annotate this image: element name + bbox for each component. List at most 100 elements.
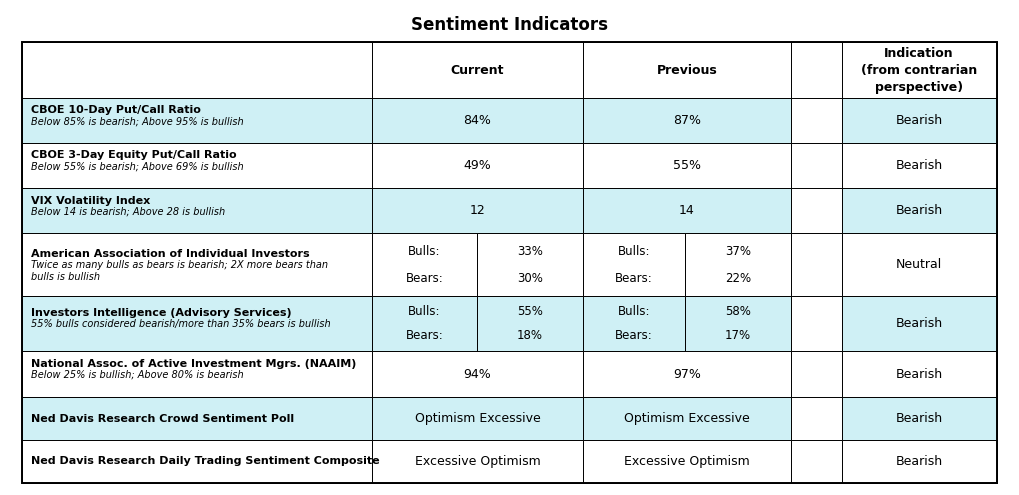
Bar bbox=[372, 296, 477, 351]
Bar bbox=[22, 397, 372, 440]
Text: Optimism Excessive: Optimism Excessive bbox=[624, 412, 750, 425]
Text: Bears:: Bears: bbox=[614, 272, 653, 285]
Bar bbox=[791, 234, 842, 296]
Bar bbox=[372, 144, 583, 189]
Text: 30%: 30% bbox=[517, 272, 543, 285]
Bar bbox=[22, 189, 372, 234]
Text: Previous: Previous bbox=[656, 64, 717, 77]
Text: 33%: 33% bbox=[517, 245, 543, 257]
Bar bbox=[372, 440, 583, 483]
Text: 97%: 97% bbox=[673, 368, 701, 381]
Text: Below 25% is bullish; Above 80% is bearish: Below 25% is bullish; Above 80% is beari… bbox=[31, 370, 244, 380]
Bar bbox=[791, 296, 842, 351]
Text: Excessive Optimism: Excessive Optimism bbox=[415, 455, 540, 468]
Text: Bulls:: Bulls: bbox=[409, 245, 440, 257]
Text: 58%: 58% bbox=[725, 305, 751, 318]
Text: Current: Current bbox=[450, 64, 504, 77]
Bar bbox=[842, 189, 997, 234]
Bar bbox=[583, 351, 791, 397]
Text: Bears:: Bears: bbox=[406, 329, 443, 342]
Text: Bulls:: Bulls: bbox=[618, 305, 650, 318]
Text: Bearish: Bearish bbox=[896, 204, 943, 217]
Text: Sentiment Indicators: Sentiment Indicators bbox=[411, 16, 608, 34]
Bar bbox=[22, 351, 372, 397]
Text: Bears:: Bears: bbox=[406, 272, 443, 285]
Text: 87%: 87% bbox=[673, 114, 701, 127]
Bar bbox=[583, 42, 791, 99]
Bar bbox=[791, 99, 842, 144]
Text: Bearish: Bearish bbox=[896, 368, 943, 381]
Bar bbox=[842, 440, 997, 483]
Text: 84%: 84% bbox=[464, 114, 491, 127]
Bar bbox=[583, 99, 791, 144]
Bar bbox=[583, 144, 791, 189]
Text: 17%: 17% bbox=[725, 329, 751, 342]
Bar bbox=[583, 397, 791, 440]
Bar bbox=[22, 42, 372, 99]
Text: Bears:: Bears: bbox=[614, 329, 653, 342]
Text: Below 14 is bearish; Above 28 is bullish: Below 14 is bearish; Above 28 is bullish bbox=[31, 206, 225, 216]
Text: Bearish: Bearish bbox=[896, 114, 943, 127]
Bar bbox=[22, 234, 372, 296]
Bar bbox=[685, 234, 791, 296]
Bar bbox=[791, 189, 842, 234]
Text: Bearish: Bearish bbox=[896, 317, 943, 330]
Bar bbox=[22, 99, 372, 144]
Bar bbox=[842, 42, 997, 99]
Text: CBOE 10-Day Put/Call Ratio: CBOE 10-Day Put/Call Ratio bbox=[31, 105, 201, 115]
Text: VIX Volatility Index: VIX Volatility Index bbox=[31, 196, 150, 205]
Bar bbox=[22, 144, 372, 189]
Bar bbox=[372, 189, 583, 234]
Bar bbox=[372, 99, 583, 144]
Bar bbox=[22, 296, 372, 351]
Bar bbox=[791, 440, 842, 483]
Bar bbox=[22, 42, 997, 483]
Text: Bearish: Bearish bbox=[896, 159, 943, 172]
Bar bbox=[583, 189, 791, 234]
Text: Neutral: Neutral bbox=[896, 258, 943, 271]
Text: 18%: 18% bbox=[517, 329, 543, 342]
Bar bbox=[842, 99, 997, 144]
Bar bbox=[842, 351, 997, 397]
Bar bbox=[842, 397, 997, 440]
Bar bbox=[372, 234, 477, 296]
Bar bbox=[22, 440, 372, 483]
Text: Investors Intelligence (Advisory Services): Investors Intelligence (Advisory Service… bbox=[31, 308, 291, 318]
Bar bbox=[583, 440, 791, 483]
Text: 22%: 22% bbox=[725, 272, 751, 285]
Bar bbox=[685, 296, 791, 351]
Text: Ned Davis Research Daily Trading Sentiment Composite: Ned Davis Research Daily Trading Sentime… bbox=[31, 456, 379, 466]
Bar bbox=[583, 296, 685, 351]
Bar bbox=[477, 296, 583, 351]
Text: Ned Davis Research Crowd Sentiment Poll: Ned Davis Research Crowd Sentiment Poll bbox=[31, 414, 293, 424]
Text: National Assoc. of Active Investment Mgrs. (NAAIM): National Assoc. of Active Investment Mgr… bbox=[31, 359, 356, 369]
Bar bbox=[842, 144, 997, 189]
Text: Twice as many bulls as bears is bearish; 2X more bears than
bulls is bullish: Twice as many bulls as bears is bearish;… bbox=[31, 260, 327, 282]
Text: Bearish: Bearish bbox=[896, 455, 943, 468]
Bar bbox=[477, 234, 583, 296]
Text: Optimism Excessive: Optimism Excessive bbox=[415, 412, 540, 425]
Bar bbox=[842, 234, 997, 296]
Bar bbox=[791, 144, 842, 189]
Text: 37%: 37% bbox=[725, 245, 751, 257]
Bar bbox=[791, 42, 842, 99]
Text: 12: 12 bbox=[470, 204, 485, 217]
Bar bbox=[372, 351, 583, 397]
Bar bbox=[791, 397, 842, 440]
Text: Bulls:: Bulls: bbox=[618, 245, 650, 257]
Text: 14: 14 bbox=[679, 204, 695, 217]
Text: Excessive Optimism: Excessive Optimism bbox=[624, 455, 750, 468]
Text: Bulls:: Bulls: bbox=[409, 305, 440, 318]
Text: 55%: 55% bbox=[517, 305, 543, 318]
Bar bbox=[842, 296, 997, 351]
Text: Below 85% is bearish; Above 95% is bullish: Below 85% is bearish; Above 95% is bulli… bbox=[31, 116, 244, 126]
Bar bbox=[372, 397, 583, 440]
Bar bbox=[583, 234, 685, 296]
Text: 55% bulls considered bearish/more than 35% bears is bullish: 55% bulls considered bearish/more than 3… bbox=[31, 319, 330, 329]
Text: 49%: 49% bbox=[464, 159, 491, 172]
Bar bbox=[372, 42, 583, 99]
Text: 94%: 94% bbox=[464, 368, 491, 381]
Text: CBOE 3-Day Equity Put/Call Ratio: CBOE 3-Day Equity Put/Call Ratio bbox=[31, 150, 236, 160]
Text: Below 55% is bearish; Above 69% is bullish: Below 55% is bearish; Above 69% is bulli… bbox=[31, 161, 244, 171]
Text: American Association of Individual Investors: American Association of Individual Inves… bbox=[31, 249, 309, 259]
